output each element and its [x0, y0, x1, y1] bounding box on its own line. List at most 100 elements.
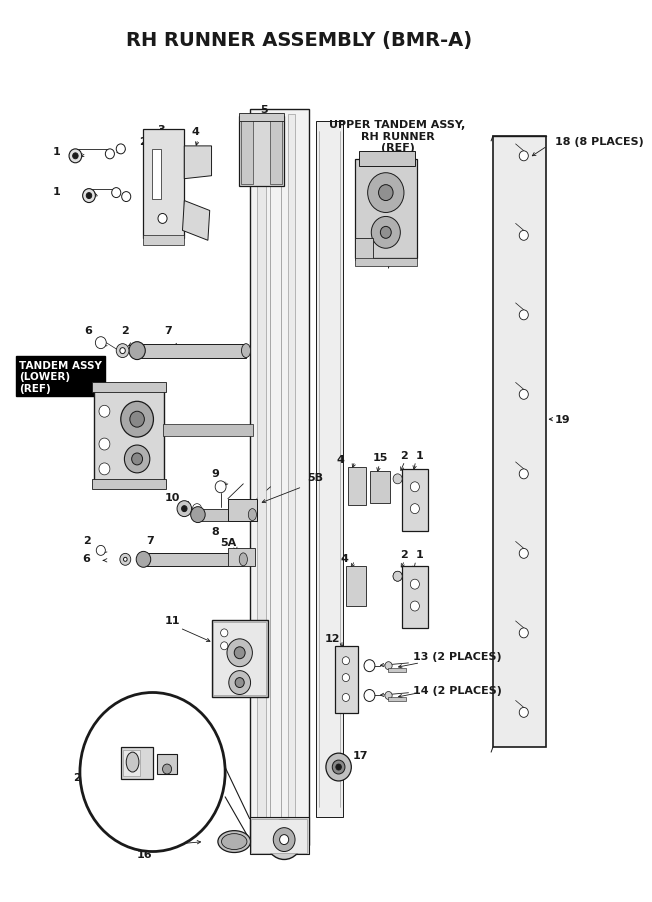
Circle shape	[371, 217, 400, 249]
Ellipse shape	[218, 831, 250, 852]
Text: 9: 9	[211, 468, 220, 478]
Circle shape	[410, 504, 419, 514]
Text: 14 (2 PLACES): 14 (2 PLACES)	[413, 685, 502, 695]
Text: 8: 8	[211, 526, 219, 536]
Circle shape	[227, 640, 252, 667]
Circle shape	[368, 173, 404, 213]
Text: 7: 7	[164, 326, 172, 336]
Polygon shape	[185, 147, 211, 179]
Text: 5: 5	[261, 105, 268, 115]
Circle shape	[123, 557, 127, 562]
Bar	[198, 509, 257, 521]
Circle shape	[116, 345, 129, 358]
Text: 2: 2	[83, 536, 91, 546]
Circle shape	[190, 507, 205, 523]
Circle shape	[364, 690, 375, 702]
Bar	[348, 467, 366, 505]
Bar	[346, 566, 366, 606]
Circle shape	[519, 310, 528, 320]
Bar	[157, 754, 177, 774]
Bar	[257, 115, 266, 840]
Text: 17: 17	[353, 750, 368, 760]
Circle shape	[519, 231, 528, 241]
Circle shape	[333, 760, 345, 774]
Text: 11: 11	[164, 615, 180, 625]
Bar	[121, 748, 153, 779]
Circle shape	[192, 504, 201, 514]
Text: 5B: 5B	[307, 473, 323, 483]
Circle shape	[326, 753, 351, 781]
Bar	[143, 236, 185, 246]
Circle shape	[266, 820, 303, 860]
Bar	[92, 383, 166, 393]
Circle shape	[393, 572, 402, 582]
Bar	[213, 622, 266, 695]
Circle shape	[393, 474, 402, 484]
Text: 6: 6	[83, 554, 91, 564]
Circle shape	[69, 150, 82, 163]
Circle shape	[96, 546, 106, 556]
Circle shape	[385, 662, 392, 670]
Bar	[123, 750, 140, 776]
Circle shape	[99, 406, 110, 418]
Circle shape	[519, 390, 528, 400]
Text: 1: 1	[416, 450, 424, 460]
Text: 3: 3	[157, 124, 165, 134]
Text: 4: 4	[201, 147, 209, 157]
Text: 16: 16	[137, 850, 153, 860]
Circle shape	[336, 764, 342, 770]
Circle shape	[410, 483, 419, 492]
Text: 2: 2	[400, 549, 408, 560]
Circle shape	[120, 348, 125, 354]
Text: 19: 19	[555, 415, 570, 425]
Bar	[252, 819, 307, 852]
Bar	[250, 110, 308, 844]
Bar	[388, 667, 406, 672]
Circle shape	[86, 193, 92, 199]
Text: RH RUNNER ASSEMBLY (BMR-A): RH RUNNER ASSEMBLY (BMR-A)	[126, 31, 472, 50]
Bar	[152, 150, 160, 199]
Circle shape	[215, 482, 226, 493]
Circle shape	[120, 554, 131, 566]
Circle shape	[121, 402, 153, 437]
Circle shape	[519, 152, 528, 161]
Bar	[250, 817, 308, 854]
Circle shape	[519, 469, 528, 479]
Text: 6: 6	[85, 326, 93, 336]
Circle shape	[130, 412, 144, 428]
Bar	[355, 160, 417, 259]
Circle shape	[235, 677, 244, 687]
Circle shape	[106, 150, 114, 160]
Circle shape	[162, 764, 171, 774]
Text: 4: 4	[192, 127, 200, 137]
Circle shape	[136, 552, 151, 567]
Circle shape	[380, 227, 391, 239]
Bar	[143, 130, 185, 239]
Bar	[316, 122, 343, 817]
Bar	[370, 472, 391, 503]
Text: 2: 2	[143, 187, 151, 197]
Circle shape	[364, 660, 375, 672]
Bar	[402, 566, 428, 628]
Circle shape	[132, 454, 143, 465]
Bar	[92, 479, 166, 489]
Bar	[359, 152, 415, 167]
Text: 7: 7	[146, 536, 154, 546]
Circle shape	[83, 189, 95, 203]
Text: 5A: 5A	[220, 538, 237, 548]
Bar	[355, 259, 417, 267]
Circle shape	[342, 657, 349, 665]
Circle shape	[111, 189, 121, 198]
Bar	[137, 345, 246, 358]
Text: 15: 15	[373, 453, 389, 463]
Bar	[388, 698, 406, 702]
Ellipse shape	[126, 752, 139, 772]
Circle shape	[410, 580, 419, 590]
Circle shape	[158, 215, 167, 225]
Bar	[288, 115, 295, 840]
Circle shape	[342, 694, 349, 702]
Text: 10: 10	[164, 492, 180, 502]
Bar	[93, 388, 164, 483]
Circle shape	[122, 192, 131, 202]
Circle shape	[519, 548, 528, 558]
